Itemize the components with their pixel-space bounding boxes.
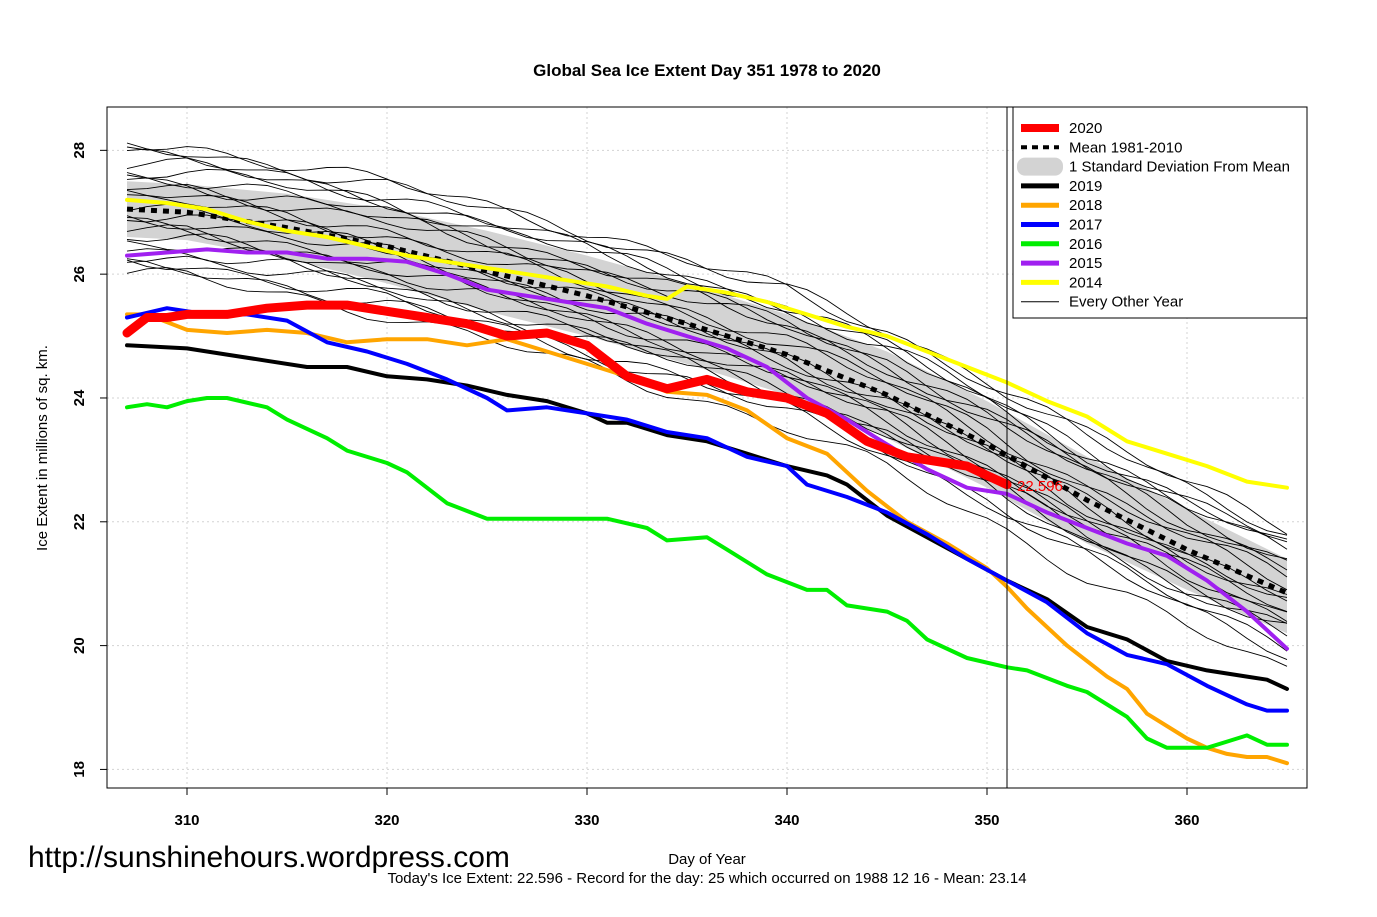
x-tick-label-5: 360 <box>1174 812 1199 829</box>
y-tick-label-5: 28 <box>71 142 88 159</box>
std-band <box>127 181 1287 634</box>
legend-label-6: 2016 <box>1069 236 1102 253</box>
x-tick-label-3: 340 <box>774 812 799 829</box>
series-line-2016 <box>125 396 1289 750</box>
other-year-line-21 <box>126 146 1288 536</box>
x-tick-label-2: 330 <box>574 812 599 829</box>
legend-label-9: Every Other Year <box>1069 294 1183 311</box>
legend-label-1: Mean 1981-2010 <box>1069 139 1182 156</box>
legend-label-3: 2019 <box>1069 178 1102 195</box>
x-axis-ticks: 310 320 330 340 350 360 <box>174 788 1200 829</box>
current-day-marker: 22.596 <box>1006 107 1063 788</box>
current-value-label: 22.596 <box>1017 478 1063 495</box>
y-tick-label-2: 22 <box>71 513 88 530</box>
other-year-line-18 <box>126 157 1288 540</box>
legend: 2020 Mean 1981-2010 1 Standard Deviation F… <box>1012 106 1308 319</box>
chart-title: Global Sea Ice Extent Day 351 1978 to 20… <box>533 61 881 80</box>
x-axis-label: Day of Year <box>668 851 746 868</box>
other-year-line-14 <box>126 183 1288 560</box>
footer-summary: Today's Ice Extent: 22.596 - Record for … <box>387 870 1026 887</box>
other-year-line-6 <box>126 233 1288 613</box>
series-line-2018 <box>125 312 1289 766</box>
other-year-line-12 <box>126 194 1288 578</box>
other-year-line-5 <box>126 240 1288 637</box>
y-tick-label-0: 18 <box>71 761 88 778</box>
y-tick-label-3: 24 <box>71 389 88 406</box>
x-tick-label-4: 350 <box>974 812 999 829</box>
series-line-2015 <box>125 247 1289 651</box>
other-year-line-13 <box>126 189 1288 591</box>
x-tick-label-0: 310 <box>174 812 199 829</box>
y-tick-label-4: 26 <box>71 266 88 283</box>
legend-label-4: 2018 <box>1069 197 1102 214</box>
y-axis-ticks: 18 20 22 24 26 28 <box>71 142 107 778</box>
y-axis-label: Ice Extent in millions of sq. km. <box>34 345 51 551</box>
y-tick-label-1: 20 <box>71 637 88 654</box>
series-line-2017 <box>125 306 1289 713</box>
legend-swatch-band <box>1017 157 1063 176</box>
other-year-line-16 <box>126 172 1288 571</box>
legend-label-5: 2017 <box>1069 217 1102 234</box>
legend-label-8: 2014 <box>1069 274 1102 291</box>
mean-dotted-line <box>126 206 1288 596</box>
other-year-line-3 <box>126 255 1288 624</box>
x-tick-label-1: 320 <box>374 812 399 829</box>
other-years-lines <box>126 142 1288 667</box>
watermark-url: http://sunshinehours.wordpress.com <box>28 841 510 874</box>
series-line-2014 <box>125 197 1289 490</box>
legend-box <box>1012 106 1308 319</box>
mean-line <box>126 206 1288 596</box>
plot-frame <box>106 106 1308 789</box>
legend-label-7: 2015 <box>1069 255 1102 272</box>
other-year-line-9 <box>126 215 1288 602</box>
other-year-line-0 <box>126 267 1288 667</box>
other-year-line-19 <box>126 148 1288 550</box>
grid <box>107 107 1307 788</box>
other-year-line-2 <box>126 259 1288 661</box>
legend-label-0: 2020 <box>1069 120 1102 137</box>
series-lines <box>122 197 1289 766</box>
series-line-2020 <box>122 300 1012 490</box>
std-band-area <box>127 181 1287 634</box>
legend-label-2: 1 Standard Deviation From Mean <box>1069 159 1290 176</box>
